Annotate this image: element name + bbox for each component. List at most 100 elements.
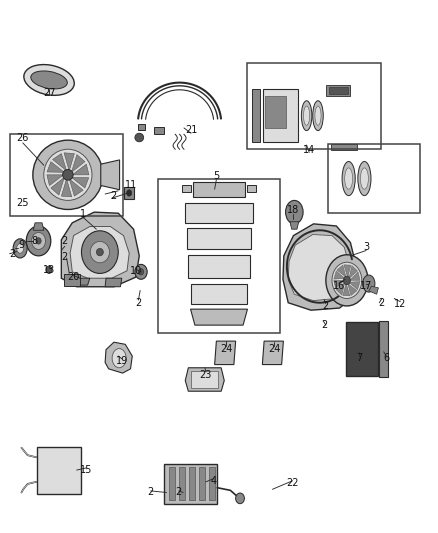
Bar (328, 87, 348, 94)
Polygon shape (350, 272, 360, 280)
Text: 24: 24 (220, 344, 232, 353)
Bar (164, 464, 217, 504)
Text: 26: 26 (17, 133, 29, 142)
Bar (179, 467, 185, 500)
Text: 2: 2 (176, 488, 182, 497)
Bar (331, 144, 357, 150)
Text: 15: 15 (80, 465, 92, 475)
Bar (247, 63, 381, 149)
Bar (328, 144, 420, 213)
Bar (209, 467, 215, 500)
Text: 6: 6 (383, 353, 389, 363)
Bar (326, 85, 350, 96)
Ellipse shape (304, 106, 310, 125)
Ellipse shape (127, 190, 132, 196)
Bar (191, 284, 247, 304)
Text: 19: 19 (116, 357, 128, 366)
Ellipse shape (17, 244, 24, 253)
Text: 16: 16 (333, 281, 345, 290)
Polygon shape (262, 341, 283, 365)
Text: 2: 2 (378, 298, 384, 308)
Polygon shape (33, 223, 44, 230)
Polygon shape (344, 265, 351, 277)
Ellipse shape (13, 239, 27, 258)
Ellipse shape (342, 161, 355, 196)
Bar (346, 322, 378, 376)
Text: 18: 18 (287, 205, 300, 215)
Text: 27: 27 (43, 88, 55, 98)
Polygon shape (215, 341, 236, 365)
Ellipse shape (33, 140, 103, 209)
Polygon shape (101, 160, 120, 190)
Polygon shape (185, 368, 224, 391)
Ellipse shape (24, 64, 74, 95)
Ellipse shape (363, 275, 375, 292)
Ellipse shape (343, 276, 350, 285)
Text: 5: 5 (213, 171, 219, 181)
Ellipse shape (332, 262, 362, 298)
Text: 17: 17 (360, 281, 372, 290)
Polygon shape (349, 281, 360, 290)
Text: 8: 8 (31, 236, 37, 246)
Ellipse shape (96, 248, 103, 256)
Polygon shape (336, 282, 345, 295)
Ellipse shape (326, 255, 368, 306)
Ellipse shape (90, 241, 110, 263)
Bar (187, 228, 251, 249)
Ellipse shape (358, 161, 371, 196)
Text: 9: 9 (18, 240, 24, 250)
Bar (191, 371, 218, 388)
Text: 2: 2 (135, 298, 141, 308)
Polygon shape (247, 185, 256, 192)
Polygon shape (343, 284, 350, 296)
Polygon shape (334, 271, 345, 279)
Ellipse shape (135, 264, 147, 279)
Ellipse shape (26, 226, 51, 256)
Ellipse shape (360, 168, 368, 189)
Polygon shape (349, 265, 357, 278)
Ellipse shape (135, 133, 144, 142)
Text: 21: 21 (185, 125, 197, 134)
Text: 24: 24 (268, 344, 280, 353)
Text: 11: 11 (125, 181, 138, 190)
Polygon shape (290, 222, 299, 229)
Polygon shape (71, 177, 89, 188)
Polygon shape (348, 284, 357, 296)
Polygon shape (61, 212, 139, 287)
Text: 12: 12 (394, 299, 406, 309)
Polygon shape (74, 278, 90, 285)
Polygon shape (334, 280, 344, 289)
Ellipse shape (44, 149, 92, 200)
Polygon shape (64, 153, 74, 171)
Polygon shape (71, 155, 85, 172)
Ellipse shape (313, 101, 323, 131)
Polygon shape (105, 278, 122, 287)
Ellipse shape (112, 349, 126, 368)
Text: 25: 25 (17, 198, 29, 207)
Bar (189, 467, 195, 500)
Polygon shape (72, 164, 89, 175)
Ellipse shape (345, 168, 353, 189)
Bar (199, 467, 205, 500)
Text: 2: 2 (9, 249, 15, 259)
Text: 2: 2 (110, 191, 116, 200)
Bar (158, 179, 280, 333)
Text: 7: 7 (356, 353, 362, 363)
Ellipse shape (32, 232, 46, 249)
Bar (124, 187, 134, 199)
Polygon shape (47, 161, 64, 172)
Text: 22: 22 (286, 478, 299, 488)
Bar (188, 255, 250, 278)
Text: 23: 23 (200, 370, 212, 380)
Bar (138, 124, 145, 130)
Bar (169, 467, 175, 500)
Bar (252, 89, 260, 142)
Text: 2: 2 (321, 320, 327, 330)
Ellipse shape (315, 106, 321, 125)
Ellipse shape (63, 169, 73, 180)
Text: 3: 3 (363, 243, 369, 252)
Polygon shape (337, 265, 346, 277)
Polygon shape (182, 185, 191, 192)
Ellipse shape (286, 200, 303, 224)
Polygon shape (61, 179, 72, 197)
